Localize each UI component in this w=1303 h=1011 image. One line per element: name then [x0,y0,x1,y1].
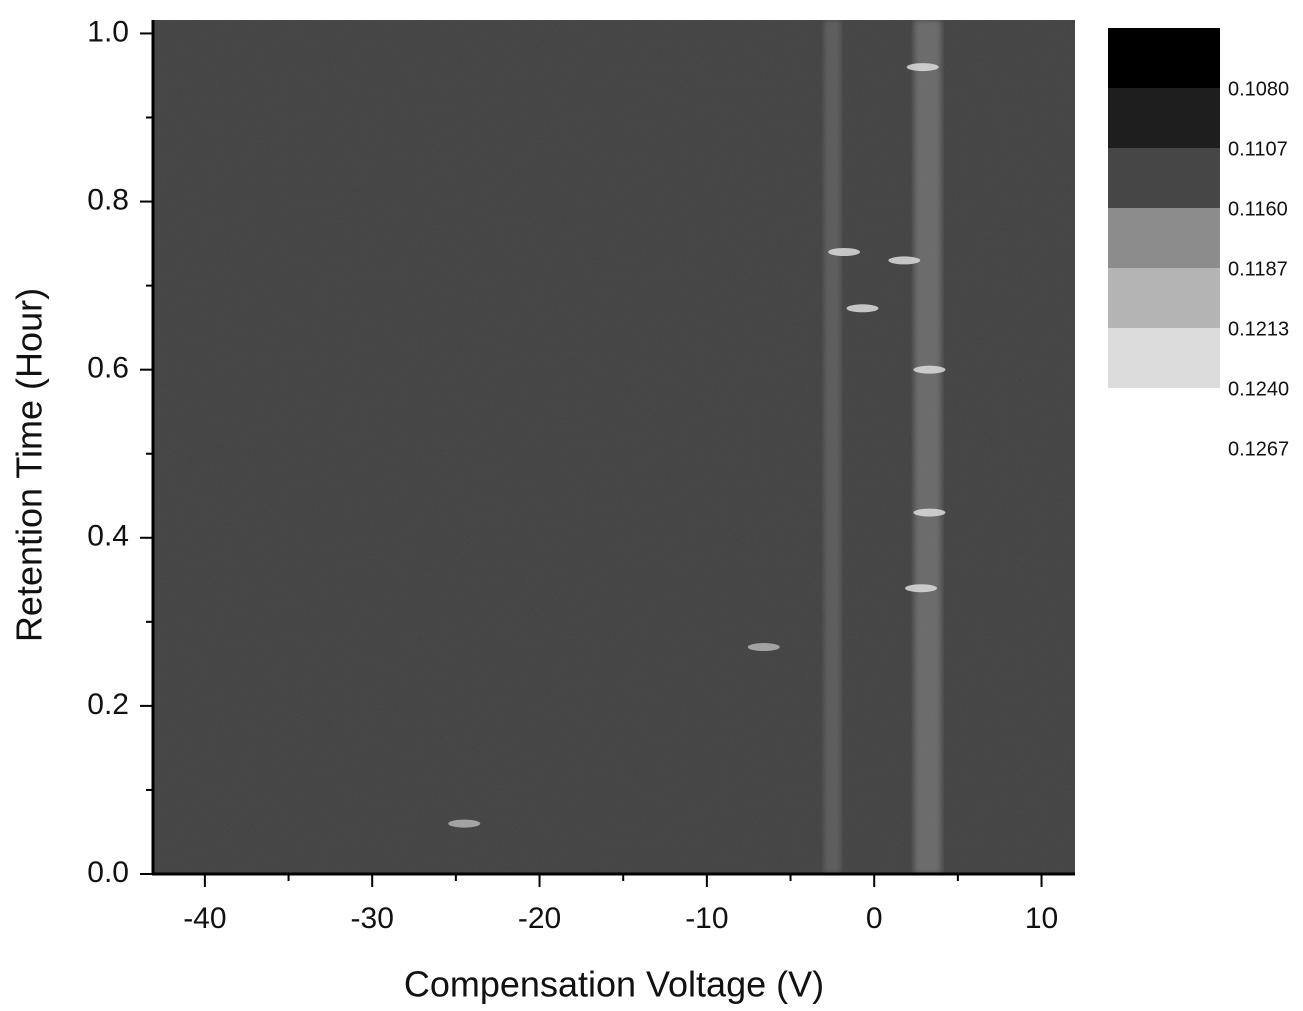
noise-texture [153,20,1075,874]
x-tick-label: -30 [351,902,394,935]
colorbar-label: 0.1267 [1228,438,1289,460]
y-tick-label: 0.6 [87,352,129,385]
y-tick-label: 0.4 [87,520,129,553]
x-tick-label: -40 [183,902,226,935]
colorbar-swatch [1108,208,1220,268]
colorbar-swatch [1108,268,1220,328]
colorbar-label: 0.1107 [1228,138,1288,160]
x-tick-label: -20 [518,902,561,935]
colorbar-label: 0.1240 [1228,378,1289,400]
colorbar-label: 0.1160 [1228,198,1288,220]
x-tick-label: 10 [1025,902,1058,935]
colorbar-swatch [1108,148,1220,208]
colorbar-label: 0.1213 [1228,318,1289,340]
x-tick-label: 0 [866,902,883,935]
colorbar-swatch [1108,28,1220,88]
y-tick-label: 1.0 [87,15,129,48]
y-tick-label: 0.8 [87,183,129,216]
plot-area [153,20,1075,874]
y-tick-label: 0.0 [87,856,129,889]
y-tick-label: 0.2 [87,688,129,721]
colorbar-label: 0.1080 [1228,78,1289,100]
x-axis-title: Compensation Voltage (V) [404,964,824,1005]
colorbar-swatch [1108,88,1220,148]
x-tick-label: -10 [685,902,728,935]
colorbar-label: 0.1187 [1228,258,1288,280]
colorbar-swatch [1108,328,1220,388]
y-axis-title: Retention Time (Hour) [9,288,50,642]
